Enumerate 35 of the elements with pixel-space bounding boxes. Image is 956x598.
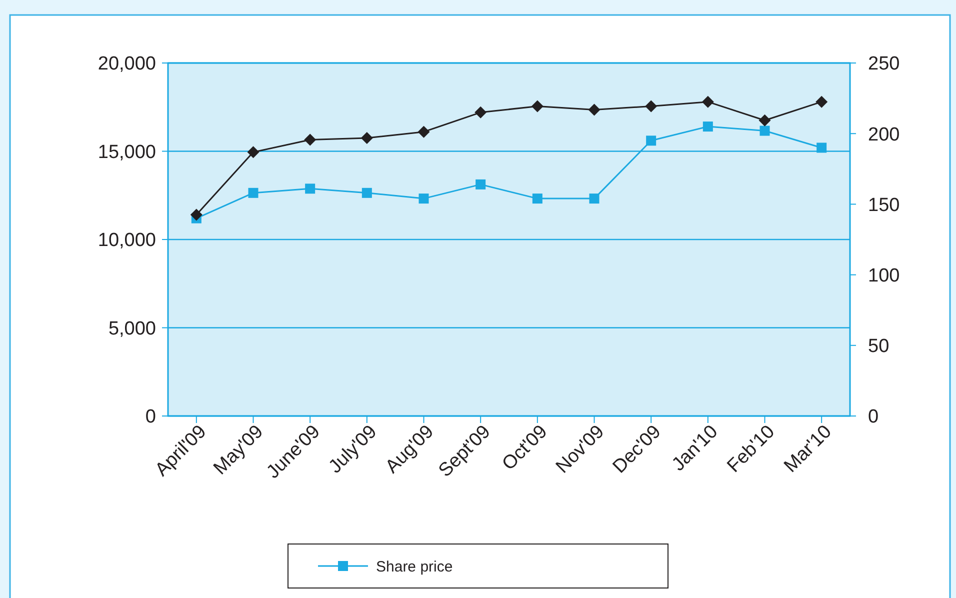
point — [816, 142, 827, 153]
point — [360, 132, 373, 144]
y-tick-label: 5,000 — [108, 318, 156, 340]
point — [646, 136, 656, 146]
point — [248, 188, 258, 198]
point — [702, 122, 713, 132]
point — [362, 188, 372, 198]
point — [418, 126, 430, 138]
point — [702, 96, 714, 108]
y-tick-label: 15,000 — [98, 142, 156, 163]
y2-tick-label: 0 — [868, 406, 879, 428]
point — [760, 126, 770, 136]
legend-label: Share price — [376, 558, 453, 576]
y2-tick-label: 250 — [868, 54, 900, 75]
y-tick-label: 10,000 — [98, 230, 156, 252]
y2-tick-label: 50 — [868, 336, 890, 358]
point — [418, 194, 429, 204]
point — [816, 96, 828, 108]
y-tick-label: 0 — [145, 406, 156, 428]
point — [588, 104, 600, 116]
point — [758, 114, 771, 126]
y2-tick-label: 200 — [868, 124, 900, 146]
point — [476, 179, 486, 190]
point — [474, 106, 487, 118]
y-tick-label: 20,000 — [98, 54, 156, 75]
y2-tick-label: 150 — [868, 194, 900, 216]
point — [645, 100, 658, 112]
point — [304, 134, 316, 146]
point — [589, 194, 600, 204]
point — [247, 146, 260, 158]
point — [531, 100, 544, 112]
point — [190, 208, 202, 221]
point — [305, 184, 316, 194]
y2-tick-label: 100 — [868, 265, 900, 286]
point — [532, 194, 542, 204]
